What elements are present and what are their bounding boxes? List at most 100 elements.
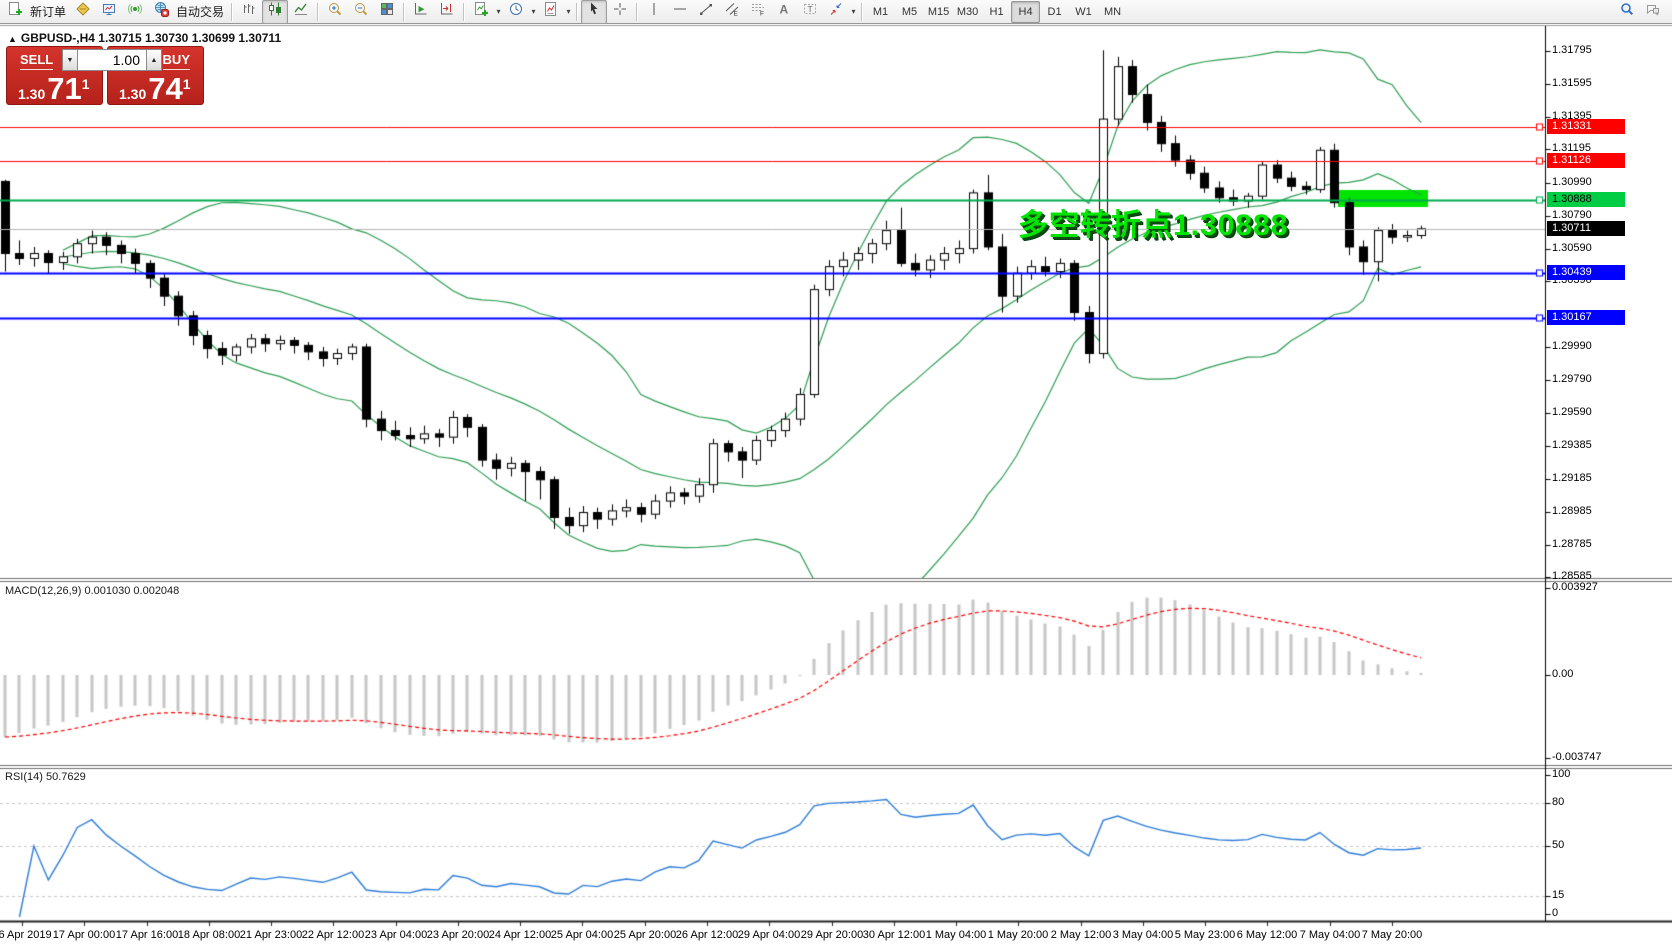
time-axis-label: 16 Apr 2019 — [0, 929, 52, 941]
timeframe-h4-button[interactable]: H4 — [1011, 0, 1041, 23]
line-chart-button[interactable] — [288, 0, 314, 24]
search-button[interactable] — [1614, 0, 1640, 24]
crosshair-button[interactable] — [607, 0, 633, 24]
chart-shift-icon — [439, 1, 455, 22]
cursor-button[interactable] — [581, 0, 608, 24]
annotation-text[interactable]: 多空转折点1.30888 — [1018, 209, 1289, 242]
equidistant-channel-button[interactable]: E — [719, 0, 745, 24]
time-axis-label: 1 May 20:00 — [987, 929, 1049, 941]
toolbar-right-group — [1614, 0, 1666, 24]
price-tick-label: 1.29590 — [1552, 406, 1592, 418]
time-axis-label: 2 May 12:00 — [1050, 929, 1112, 941]
periods-button[interactable] — [503, 0, 529, 24]
collapse-ohlc-icon[interactable]: ▲ — [8, 34, 17, 44]
price-tick-label: 1.30990 — [1552, 176, 1592, 188]
indicators-dropdown-caret[interactable]: ▾ — [496, 7, 501, 16]
price-tick-label: 1.29385 — [1552, 439, 1592, 451]
timeframe-m5-button[interactable]: M5 — [901, 5, 918, 18]
toolbar-separator — [576, 2, 579, 21]
zoom-in-button[interactable] — [322, 0, 348, 24]
sell-price[interactable]: 1.30 71 1 — [18, 71, 90, 106]
time-axis-label: 26 Apr 12:00 — [675, 929, 739, 941]
timeframe-m30-button[interactable]: M30 — [956, 5, 979, 18]
svg-text:A: A — [780, 3, 789, 17]
community-button[interactable] — [1640, 0, 1666, 24]
templates-dropdown-caret[interactable]: ▾ — [566, 7, 571, 16]
time-axis-label: 23 Apr 20:00 — [426, 929, 490, 941]
rsi-scale-label: 50 — [1552, 839, 1565, 851]
volume-decrease-button[interactable]: ▼ — [62, 49, 78, 71]
autotrade-label[interactable]: 自动交易 — [176, 5, 225, 19]
time-axis-label: 3 May 04:00 — [1112, 929, 1174, 941]
timeframe-d1-button[interactable]: D1 — [1047, 5, 1062, 18]
price-line-badge: 1.30167 — [1547, 310, 1625, 325]
time-axis-label: 24 Apr 12:00 — [488, 929, 552, 941]
fibonacci-button[interactable]: F — [745, 0, 771, 24]
volume-input[interactable] — [78, 49, 146, 71]
one-click-trading-panel: SELL BUY ▼ ▲ 1.30 71 1 1.30 74 1 — [6, 46, 204, 105]
highlight-rect[interactable] — [1338, 190, 1428, 207]
toolbar-separator — [463, 2, 466, 21]
time-axis-label: 22 Apr 12:00 — [301, 929, 365, 941]
candlestick-icon — [267, 1, 283, 22]
market-watch-icon — [127, 1, 143, 22]
price-tick-label: 1.30790 — [1552, 209, 1592, 221]
buy-price[interactable]: 1.30 74 1 — [119, 71, 191, 106]
periods-dropdown-caret[interactable]: ▾ — [531, 7, 536, 16]
time-axis-label: 25 Apr 20:00 — [613, 929, 677, 941]
autotrade-icon — [153, 1, 170, 22]
auto-scroll-icon — [413, 1, 429, 22]
arrows-button[interactable] — [823, 0, 849, 24]
arrows-icon — [828, 1, 844, 22]
timeframe-m1-button[interactable]: M1 — [872, 5, 889, 18]
sell-label[interactable]: SELL — [20, 52, 54, 70]
vertical-line-button[interactable] — [641, 0, 667, 24]
zoom-out-button[interactable] — [348, 0, 374, 24]
new-order-button[interactable] — [2, 0, 28, 24]
timeframe-mn-button[interactable]: MN — [1103, 5, 1122, 18]
rsi-scale-label: 80 — [1552, 796, 1565, 808]
chart-shift-button[interactable] — [434, 0, 460, 24]
price-tick-label: 1.28585 — [1552, 570, 1592, 582]
buy-label[interactable]: BUY — [162, 52, 190, 70]
timeframe-w1-button[interactable]: W1 — [1075, 5, 1092, 18]
rsi-scale-label: 0 — [1552, 907, 1559, 919]
toolbar-separator — [317, 2, 320, 21]
svg-text:T: T — [808, 4, 813, 14]
macd-scale-label: 0.003927 — [1552, 581, 1598, 593]
price-line-badge: 1.30888 — [1547, 192, 1625, 207]
arrows-dropdown-caret[interactable]: ▾ — [851, 7, 856, 16]
macd-label: MACD(12,26,9) 0.001030 0.002048 — [5, 585, 180, 597]
new-order-label[interactable]: 新订单 — [30, 5, 67, 19]
symbol-title: ▲ GBPUSD-,H4 1.30715 1.30730 1.30699 1.30… — [8, 31, 281, 45]
new-order-icon — [7, 1, 23, 22]
new-chart-button[interactable] — [70, 0, 96, 24]
time-axis-label: 7 May 20:00 — [1361, 929, 1423, 941]
indicators-button[interactable] — [468, 0, 494, 24]
fibonacci-icon: F — [750, 1, 766, 22]
text-button[interactable]: A — [771, 0, 797, 24]
autotrade-button[interactable] — [148, 0, 174, 24]
volume-increase-button[interactable]: ▲ — [146, 49, 162, 71]
trendline-button[interactable] — [693, 0, 719, 24]
horizontal-line-button[interactable] — [667, 0, 693, 24]
templates-button[interactable] — [538, 0, 564, 24]
profiles-button[interactable] — [96, 0, 122, 24]
profiles-icon — [101, 1, 117, 22]
time-axis-label: 18 Apr 08:00 — [177, 929, 241, 941]
zoom-out-icon — [353, 1, 369, 22]
tile-windows-button[interactable] — [374, 0, 400, 24]
candlestick-button[interactable] — [262, 0, 289, 24]
new-chart-icon — [75, 1, 91, 22]
time-axis-label: 30 Apr 12:00 — [862, 929, 926, 941]
bar-chart-button[interactable] — [236, 0, 262, 24]
svg-text:E: E — [734, 11, 739, 18]
timeframe-h1-button[interactable]: H1 — [989, 5, 1004, 18]
timeframe-m15-button[interactable]: M15 — [927, 5, 950, 18]
market-watch-button[interactable] — [122, 0, 148, 24]
text-label-button[interactable]: T — [797, 0, 823, 24]
price-line-badge: 1.30439 — [1547, 265, 1625, 280]
auto-scroll-button[interactable] — [408, 0, 434, 24]
macd-scale-label: 0.00 — [1552, 668, 1574, 680]
